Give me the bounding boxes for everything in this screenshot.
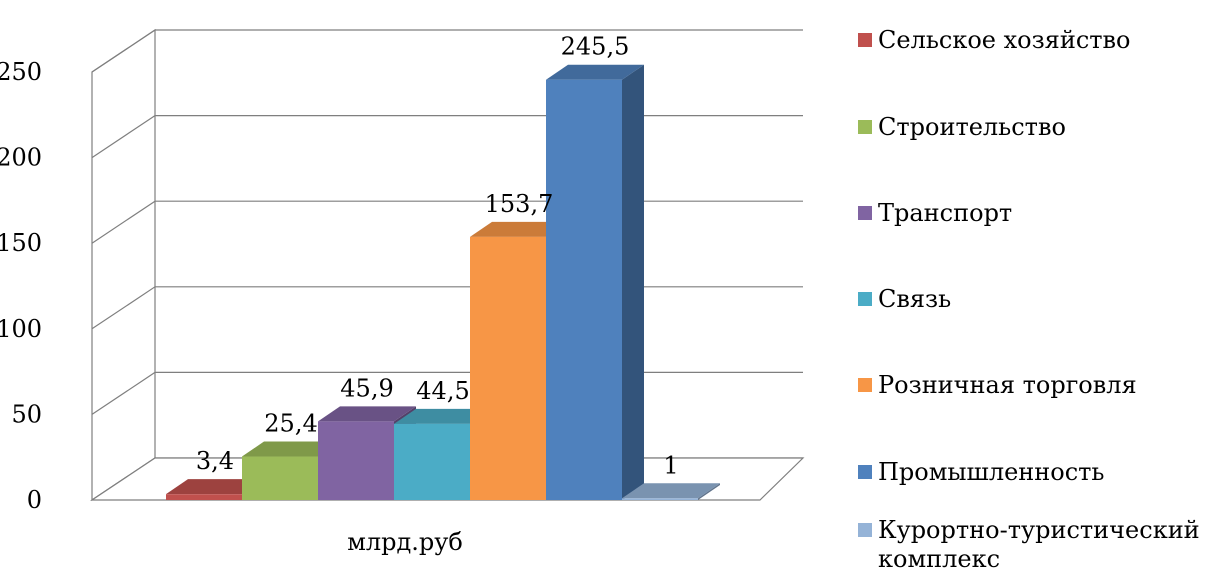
y-tick-label: 200 [0,144,42,172]
bar-top [470,221,568,237]
data-label: 45,9 [340,374,393,402]
legend-label: Промышленность [878,458,1105,486]
bar-top [166,479,264,495]
bar-side [622,64,644,500]
legend-label: Розничная торговля [878,371,1137,399]
legend-swatch [858,33,872,47]
bar-top [622,483,720,499]
legend-label: Транспорт [878,199,1013,227]
y-tick-label: 50 [11,400,42,428]
data-label: 25,4 [264,410,317,438]
legend-swatch [858,292,872,306]
bar-front [318,421,394,500]
gridline [91,29,803,73]
bar [622,483,720,500]
legend-item: Связь [858,285,951,314]
legend-label: Курортно-туристический комплекс [878,516,1200,573]
data-label: 1 [663,451,678,479]
legend-swatch [858,378,872,392]
legend-swatch [858,465,872,479]
bar-front [470,236,546,500]
legend-swatch [858,206,872,220]
data-label: 245,5 [561,33,630,61]
bar-top [242,441,340,457]
bar-front [622,498,698,500]
legend-item: Строительство [858,113,1066,142]
legend-item: Курортно-туристический комплекс [858,516,1230,574]
legend-label: Связь [878,285,952,313]
legend-label: Строительство [878,113,1066,141]
data-label: 3,4 [196,447,234,475]
gridline [91,200,803,244]
legend-item: Транспорт [858,199,1012,228]
bar-front [242,456,318,500]
data-label: 44,5 [416,377,469,405]
bar-top [318,406,416,422]
gridline [91,114,803,159]
data-label: 153,7 [485,190,554,218]
bar-top [546,64,644,80]
y-tick-label: 100 [0,315,42,343]
bar-front [166,494,242,500]
bar-top [394,408,492,424]
gridline [91,286,803,330]
x-category-label: млрд.руб [347,528,463,556]
legend-label: Сельское хозяйство [878,26,1131,54]
bar-side [698,483,720,500]
legend-item: Промышленность [858,458,1105,487]
y-tick-label: 0 [27,486,42,514]
bar-front [546,79,622,500]
y-tick-label: 250 [0,58,42,86]
legend-swatch [858,523,872,537]
bar [546,64,644,500]
legend-item: Сельское хозяйство [858,26,1131,55]
legend-item: Розничная торговля [858,371,1137,400]
bar-front [394,423,470,500]
bar-chart-3d: 0 50 100 150 200 250 3,4 25,4 45,9 44,5 153,7 245,5… [0,28,805,556]
bars [166,64,720,500]
y-tick-label: 150 [0,229,42,257]
legend-swatch [858,120,872,134]
side-wall [91,28,156,502]
